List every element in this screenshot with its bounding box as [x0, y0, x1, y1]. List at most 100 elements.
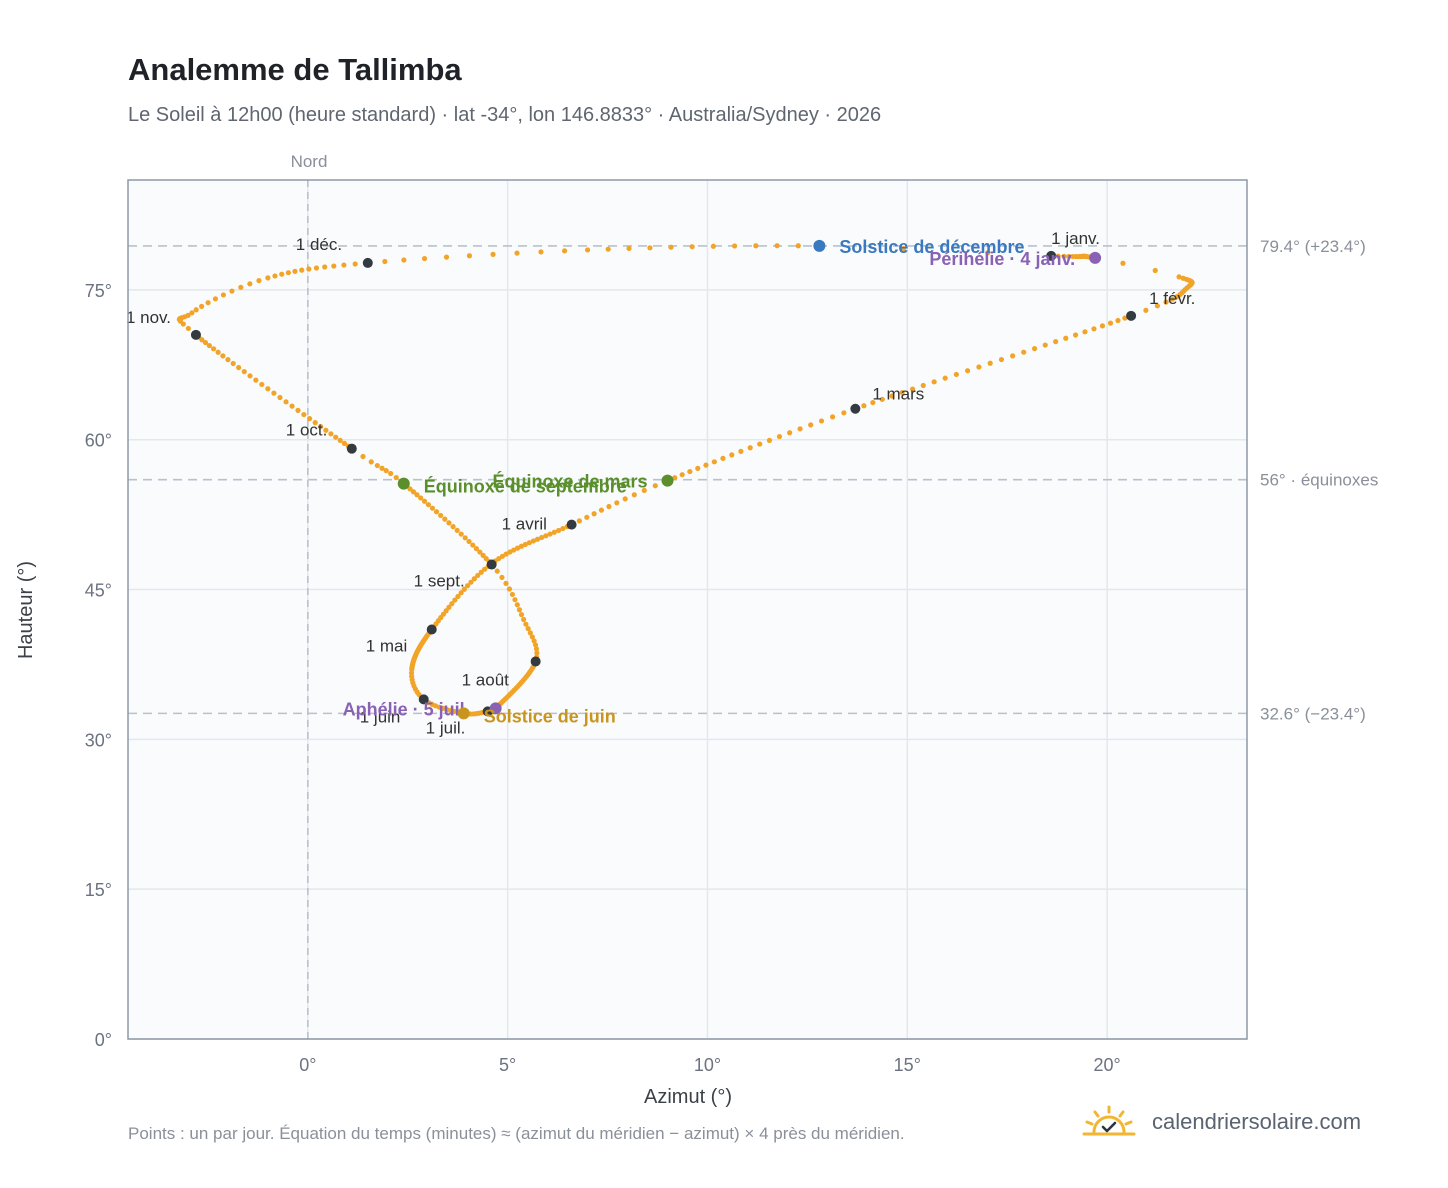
daily-point [418, 495, 424, 501]
daily-point [199, 303, 205, 309]
daily-point [307, 416, 313, 422]
daily-point [598, 507, 605, 513]
daily-point [1066, 253, 1072, 260]
y-tick-label: 0° [95, 1030, 112, 1050]
daily-point [1082, 329, 1088, 335]
reference-line-label: 79.4° (+23.4°) [1260, 237, 1366, 256]
daily-point [446, 520, 452, 526]
daily-point [477, 549, 483, 555]
daily-point [605, 246, 611, 252]
daily-point [425, 502, 432, 508]
daily-point [272, 273, 278, 279]
daily-point [429, 505, 436, 511]
daily-point [383, 468, 389, 474]
y-tick-label: 30° [85, 730, 112, 750]
daily-point [720, 455, 726, 461]
daily-point [1143, 307, 1149, 313]
month-label: 1 févr. [1149, 289, 1195, 308]
daily-point [466, 538, 472, 545]
event-label: Solstice de juin [484, 706, 616, 726]
brand[interactable]: calendriersolaire.com [1082, 1102, 1361, 1142]
daily-point [965, 368, 971, 374]
month-marker [1126, 310, 1137, 321]
month-label: 1 juin [360, 707, 401, 726]
daily-point [401, 257, 407, 263]
daily-point [210, 346, 217, 352]
daily-point [514, 545, 521, 551]
daily-point [766, 437, 773, 443]
daily-point [523, 621, 529, 627]
daily-point [987, 360, 993, 366]
month-marker [530, 656, 541, 667]
month-label: 1 nov. [126, 308, 171, 327]
daily-point [1055, 253, 1061, 259]
event-label: Solstice de décembre [839, 237, 1024, 257]
daily-point [931, 379, 937, 385]
daily-point [606, 503, 612, 510]
month-marker [566, 519, 577, 530]
daily-point [482, 566, 488, 572]
footnote: Points : un par jour. Équation du temps … [128, 1124, 905, 1143]
daily-point [225, 357, 231, 363]
daily-point [533, 646, 540, 652]
daily-point [1061, 253, 1067, 259]
event-label: Équinoxe de septembre [424, 476, 627, 497]
daily-point [238, 284, 244, 290]
daily-point [555, 527, 562, 534]
daily-point [543, 533, 549, 539]
daily-point [841, 410, 847, 416]
daily-point [584, 514, 590, 520]
daily-point [1176, 274, 1182, 280]
event-marker [813, 239, 826, 252]
daily-point [461, 586, 467, 592]
daily-point [253, 377, 259, 383]
daily-point [942, 375, 948, 381]
month-marker [346, 443, 357, 454]
daily-point [509, 591, 516, 598]
daily-point [879, 396, 885, 402]
daily-point [220, 292, 227, 298]
daily-point [471, 576, 477, 582]
daily-point [421, 255, 428, 262]
daily-point [301, 411, 307, 418]
daily-point [382, 258, 388, 265]
daily-point [450, 524, 456, 530]
daily-point [695, 465, 701, 471]
daily-point [1063, 335, 1069, 341]
month-marker [362, 257, 373, 268]
daily-point [442, 516, 448, 522]
event-marker [1089, 251, 1102, 264]
daily-point [526, 540, 532, 546]
x-axis-title: Azimut (°) [644, 1086, 732, 1108]
event-label: Aphélie · 5 juil. [343, 699, 470, 719]
daily-point [220, 353, 226, 359]
daily-point [318, 423, 324, 430]
daily-point [672, 475, 678, 481]
daily-point [829, 414, 836, 420]
event-marker [489, 702, 502, 715]
daily-point [189, 310, 195, 316]
daily-point [518, 543, 525, 549]
daily-point [205, 300, 211, 306]
daily-point [518, 612, 525, 618]
daily-point [531, 638, 537, 644]
daily-point [1091, 326, 1097, 332]
daily-point [452, 597, 458, 603]
daily-point [292, 268, 298, 274]
x-tick-label: 5° [499, 1055, 516, 1075]
daily-point [532, 642, 539, 648]
daily-point [337, 437, 343, 443]
event-label: Équinoxe de mars [492, 471, 647, 492]
event-marker [661, 474, 674, 487]
daily-point [379, 465, 385, 471]
month-label: 1 juil. [426, 718, 466, 737]
month-marker [426, 624, 437, 635]
daily-point [446, 604, 452, 610]
daily-point [547, 531, 553, 537]
month-marker [850, 403, 861, 414]
daily-point [647, 245, 653, 251]
daily-point [503, 580, 509, 586]
daily-point [774, 243, 780, 249]
daily-point [388, 470, 394, 477]
daily-point [277, 394, 283, 401]
